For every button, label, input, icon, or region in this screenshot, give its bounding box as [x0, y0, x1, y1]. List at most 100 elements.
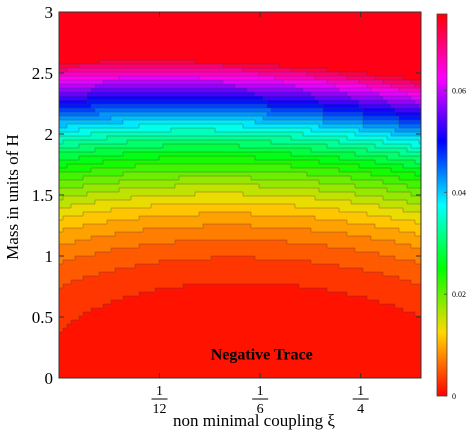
contour-cell — [59, 336, 421, 341]
contour-cell — [59, 152, 124, 157]
contour-cell — [379, 300, 421, 305]
contour-cell — [59, 220, 108, 225]
contour-cell — [119, 180, 320, 185]
contour-cell — [415, 220, 421, 225]
contour-cell — [307, 172, 372, 177]
contour-cell — [59, 364, 421, 369]
contour-cell — [59, 280, 72, 285]
contour-cell — [123, 296, 368, 301]
contour-cell — [59, 32, 421, 37]
contour-cell — [287, 240, 396, 245]
contour-cell — [371, 172, 416, 177]
contour-cell — [95, 84, 236, 89]
contour-cell — [59, 256, 76, 261]
contour-cell — [139, 292, 348, 297]
contour-cell — [291, 136, 348, 141]
contour-cell — [59, 160, 104, 165]
contour-cell — [267, 104, 324, 109]
contour-cell — [59, 232, 116, 237]
contour-cell — [391, 216, 421, 221]
contour-cell — [403, 164, 421, 169]
contour-cell — [59, 96, 88, 101]
contour-cell — [59, 368, 421, 373]
contour-cell — [115, 268, 364, 273]
contour-cell — [359, 164, 404, 169]
contour-cell — [75, 240, 176, 245]
contour-cell — [411, 280, 421, 285]
contour-cell — [135, 264, 340, 269]
contour-cell — [395, 128, 421, 133]
contour-cell — [67, 164, 136, 169]
contour-cell — [59, 188, 120, 193]
contour-cell — [199, 212, 252, 217]
contour-cell — [59, 296, 124, 301]
contour-cell — [59, 320, 72, 325]
contour-cell — [363, 124, 400, 129]
contour-cell — [327, 288, 421, 293]
contour-cell — [59, 272, 100, 277]
contour-cell — [379, 204, 421, 209]
contour-cell — [59, 264, 136, 269]
contour-cell — [59, 16, 421, 21]
contour-cell — [291, 68, 328, 73]
contour-cell — [243, 192, 356, 197]
contour-cell — [415, 232, 421, 237]
contour-cell — [395, 304, 421, 309]
contour-cell — [83, 276, 400, 281]
contour-cell — [59, 216, 64, 221]
contour-cell — [263, 116, 324, 121]
contour-cell — [323, 112, 364, 117]
contour-cell — [415, 312, 421, 317]
contour-cell — [59, 100, 88, 105]
contour-cell — [59, 12, 421, 17]
contour-cell — [79, 316, 421, 321]
contour-cell — [123, 152, 292, 157]
contour-cell — [391, 104, 420, 109]
contour-cell — [419, 104, 421, 109]
contour-cell — [91, 132, 304, 137]
colorbar-tick-label: 0.04 — [452, 188, 466, 197]
contour-cell — [243, 124, 320, 129]
contour-cell — [415, 160, 421, 165]
colorbar-tick-label: 0.06 — [452, 86, 466, 95]
plot-area — [59, 12, 421, 378]
contour-cell — [99, 112, 268, 117]
contour-cell — [71, 320, 421, 325]
contour-cell — [223, 80, 284, 85]
contour-cell — [355, 248, 421, 253]
contour-cell — [399, 176, 421, 181]
contour-cell — [59, 44, 421, 49]
contour-cell — [59, 352, 421, 357]
contour-cell — [307, 72, 340, 77]
contour-cell — [59, 68, 68, 73]
contour-cell — [119, 188, 320, 193]
contour-cell — [59, 316, 80, 321]
contour-cell — [327, 80, 360, 85]
contour-cell — [123, 172, 308, 177]
contour-cell — [387, 188, 421, 193]
contour-cell — [375, 160, 416, 165]
contour-cell — [95, 108, 272, 113]
contour-cell — [59, 200, 96, 205]
contour-cell — [59, 240, 76, 245]
contour-cell — [239, 144, 328, 149]
contour-cell — [91, 308, 404, 313]
contour-cell — [407, 200, 421, 205]
contour-cell — [59, 328, 64, 333]
contour-cell — [251, 224, 376, 229]
contour-cell — [383, 180, 421, 185]
contour-cell — [59, 312, 84, 317]
contour-cell — [259, 184, 356, 189]
contour-cell — [131, 196, 316, 201]
contour-cell — [59, 124, 68, 129]
contour-cell — [391, 132, 421, 137]
contour-cell — [319, 188, 388, 193]
contour-cell — [63, 260, 160, 265]
contour-cell — [271, 108, 324, 113]
contour-cell — [99, 272, 384, 277]
contour-cell — [79, 128, 172, 133]
contour-cell — [63, 140, 128, 145]
contour-cell — [363, 268, 421, 273]
